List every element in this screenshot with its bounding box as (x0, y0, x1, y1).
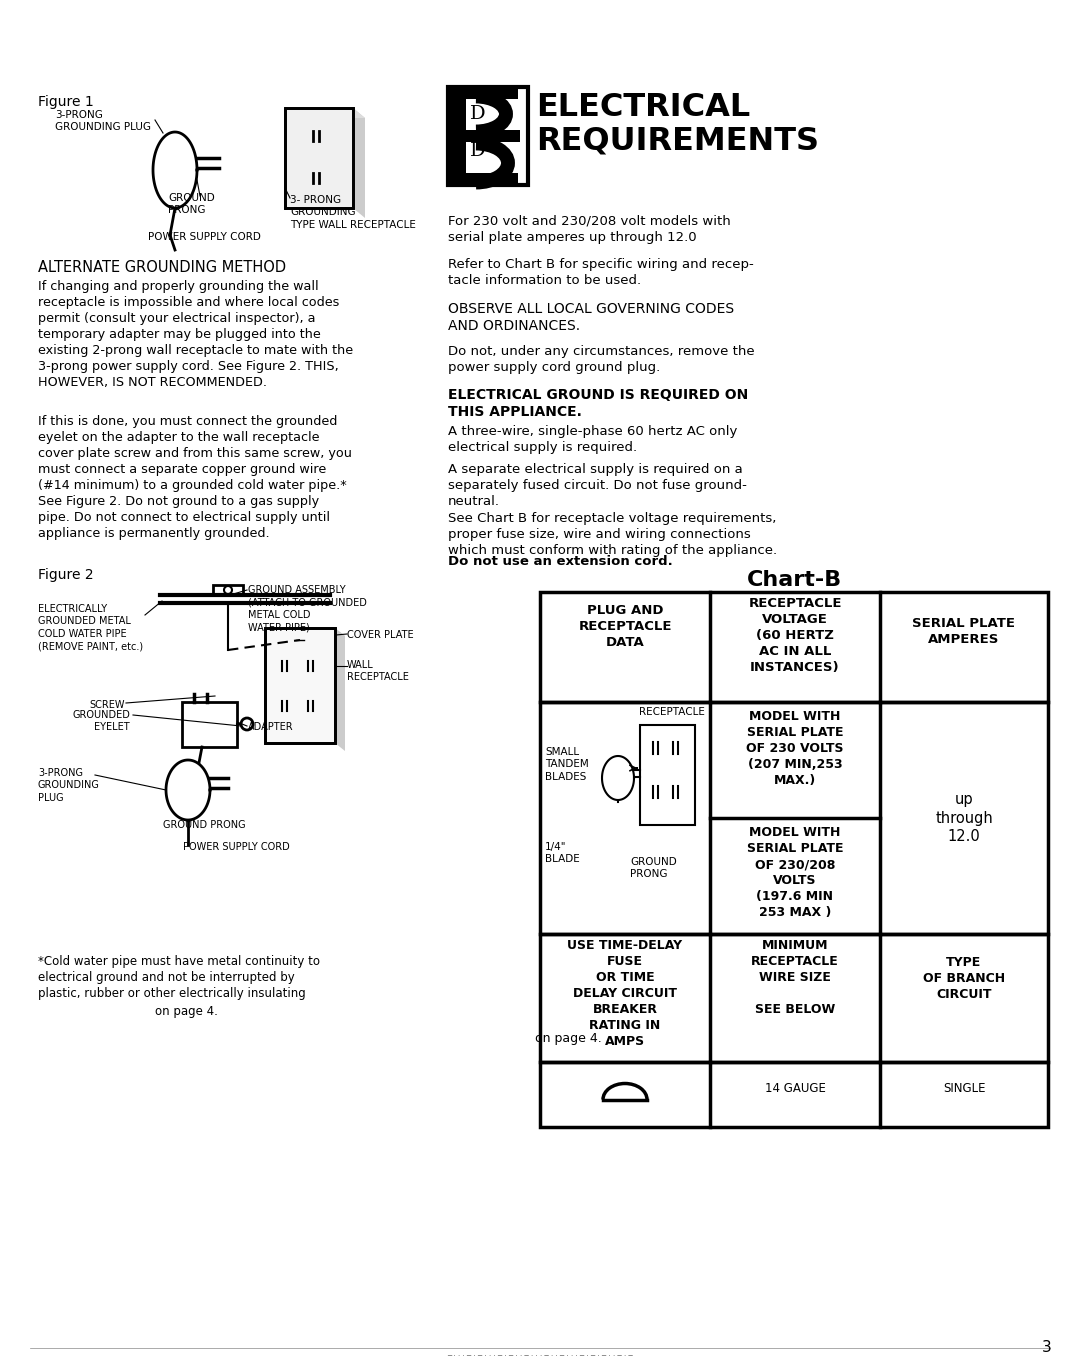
Polygon shape (353, 108, 365, 218)
Text: Do not use an extension cord.: Do not use an extension cord. (448, 555, 673, 568)
Circle shape (665, 765, 671, 772)
Text: PLUG AND
RECEPTACLE
DATA: PLUG AND RECEPTACLE DATA (578, 605, 672, 648)
Text: *Cold water pipe must have metal continuity to
electrical ground and not be inte: *Cold water pipe must have metal continu… (38, 955, 320, 1000)
Text: OBSERVE ALL LOCAL GOVERNING CODES
AND ORDINANCES.: OBSERVE ALL LOCAL GOVERNING CODES AND OR… (448, 302, 734, 334)
Text: RECEPTACLE: RECEPTACLE (639, 707, 705, 717)
Text: POWER SUPPLY CORD: POWER SUPPLY CORD (183, 841, 289, 852)
Bar (448, 88, 465, 185)
Circle shape (318, 134, 321, 138)
Bar (540, 592, 1048, 702)
Bar (448, 88, 518, 98)
Text: RECEPTACLE
VOLTAGE
(60 HERTZ
AC IN ALL
INSTANCES): RECEPTACLE VOLTAGE (60 HERTZ AC IN ALL I… (748, 596, 841, 674)
Bar (540, 934, 1048, 1062)
Bar (183, 702, 237, 747)
Text: SERIAL PLATE
AMPERES: SERIAL PLATE AMPERES (913, 617, 1015, 646)
Text: Do not, under any circumstances, remove the
power supply cord ground plug.: Do not, under any circumstances, remove … (448, 345, 755, 373)
Circle shape (318, 176, 321, 181)
Text: GROUND PRONG: GROUND PRONG (163, 819, 245, 830)
Text: GROUND
PRONG: GROUND PRONG (630, 856, 677, 880)
Text: D: D (470, 142, 486, 160)
Text: SCREW: SCREW (90, 700, 125, 710)
Circle shape (305, 164, 333, 192)
Text: SMALL
TANDEM
BLADES: SMALL TANDEM BLADES (545, 747, 589, 781)
Text: ALTERNATE GROUNDING METHOD: ALTERNATE GROUNDING METHOD (38, 260, 286, 275)
Polygon shape (153, 131, 197, 208)
Polygon shape (166, 761, 210, 819)
Bar (448, 130, 519, 142)
Text: MODEL WITH
SERIAL PLATE
OF 230/208
VOLTS
(197.6 MIN
253 MAX ): MODEL WITH SERIAL PLATE OF 230/208 VOLTS… (746, 826, 843, 919)
Text: ADAPTER: ADAPTER (248, 722, 294, 732)
Text: SINGLE: SINGLE (943, 1082, 985, 1094)
Bar (448, 172, 518, 185)
Text: 1/4"
BLADE: 1/4" BLADE (545, 841, 580, 865)
Text: on page 4.: on page 4. (156, 1005, 218, 1018)
Text: USE TIME-DELAY
FUSE
OR TIME
DELAY CIRCUIT
BREAKER
RATING IN
AMPS: USE TIME-DELAY FUSE OR TIME DELAY CIRCUI… (567, 938, 683, 1048)
Circle shape (647, 781, 669, 803)
Bar (540, 702, 1048, 934)
Text: Figure 2: Figure 2 (38, 568, 94, 581)
Text: WALL
RECEPTACLE: WALL RECEPTACLE (347, 659, 409, 683)
Text: See Chart B for receptacle voltage requirements,
proper fuse size, wire and wiri: See Chart B for receptacle voltage requi… (448, 512, 778, 557)
Polygon shape (285, 108, 365, 118)
Text: 3- PRONG
GROUNDING
TYPE WALL RECEPTACLE: 3- PRONG GROUNDING TYPE WALL RECEPTACLE (291, 196, 416, 230)
Circle shape (647, 737, 669, 759)
Bar (540, 1062, 1048, 1127)
Text: 3: 3 (1042, 1341, 1052, 1354)
Text: POWER SUPPLY CORD: POWER SUPPLY CORD (148, 233, 261, 242)
Text: 3-PRONG
GROUNDING PLUG: 3-PRONG GROUNDING PLUG (55, 109, 151, 133)
Text: MINIMUM
RECEPTACLE
WIRE SIZE

SEE BELOW: MINIMUM RECEPTACLE WIRE SIZE SEE BELOW (751, 938, 839, 1016)
Polygon shape (602, 757, 634, 800)
Circle shape (276, 655, 298, 677)
Text: GROUNDED
EYELET: GROUNDED EYELET (72, 710, 130, 732)
Bar (640, 725, 696, 825)
Text: up
through
12.0: up through 12.0 (935, 792, 993, 844)
Text: TYPE
OF BRANCH
CIRCUIT: TYPE OF BRANCH CIRCUIT (923, 956, 1005, 1001)
Bar (265, 628, 335, 743)
Text: ELECTRICALLY
GROUNDED METAL
COLD WATER PIPE
(REMOVE PAINT, etc.): ELECTRICALLY GROUNDED METAL COLD WATER P… (38, 605, 144, 651)
Text: on page 4.: on page 4. (535, 1031, 602, 1045)
Text: ─ · · · ─ · ─ · · · ─ · ─ · · ─ · · · ─ · · ─ · · · ─ · ─ · ─ · · ─ · ─: ─ · · · ─ · ─ · · · ─ · ─ · · ─ · · · ─ … (447, 1353, 633, 1358)
Text: COVER PLATE: COVER PLATE (347, 631, 414, 640)
Circle shape (302, 695, 324, 717)
Text: D: D (470, 105, 486, 123)
Text: Refer to Chart B for specific wiring and recep-
tacle information to be used.: Refer to Chart B for specific wiring and… (448, 259, 754, 287)
Text: 3-PRONG
GROUNDING
PLUG: 3-PRONG GROUNDING PLUG (38, 767, 99, 803)
Text: MODEL WITH
SERIAL PLATE
OF 230 VOLTS
(207 MIN,253
MAX.): MODEL WITH SERIAL PLATE OF 230 VOLTS (20… (746, 710, 843, 787)
Text: A separate electrical supply is required on a
separately fused circuit. Do not f: A separate electrical supply is required… (448, 462, 747, 508)
Text: If changing and properly grounding the wall
receptacle is impossible and where l: If changing and properly grounding the w… (38, 280, 353, 389)
Circle shape (667, 737, 689, 759)
Text: A three-wire, single-phase 60 hertz AC only
electrical supply is required.: A three-wire, single-phase 60 hertz AC o… (448, 425, 738, 454)
Text: 14 GAUGE: 14 GAUGE (765, 1082, 825, 1094)
Bar (448, 88, 528, 185)
Bar (285, 108, 353, 208)
Bar (265, 628, 335, 743)
Bar (213, 586, 243, 595)
Polygon shape (335, 628, 345, 751)
Text: REQUIREMENTS: REQUIREMENTS (536, 124, 819, 156)
Circle shape (276, 695, 298, 717)
Circle shape (667, 781, 689, 803)
Text: Chart-B: Chart-B (746, 570, 841, 590)
Circle shape (305, 122, 333, 150)
Text: ELECTRICAL GROUND IS REQUIRED ON
THIS APPLIANCE.: ELECTRICAL GROUND IS REQUIRED ON THIS AP… (448, 389, 748, 420)
Text: ELECTRICAL: ELECTRICAL (536, 92, 751, 123)
Circle shape (302, 655, 324, 677)
Text: For 230 volt and 230/208 volt models with
serial plate amperes up through 12.0: For 230 volt and 230/208 volt models wit… (448, 215, 731, 244)
Text: GROUND
PRONG: GROUND PRONG (168, 193, 215, 215)
Polygon shape (265, 628, 345, 636)
Text: If this is done, you must connect the grounded
eyelet on the adapter to the wall: If this is done, you must connect the gr… (38, 415, 352, 540)
Text: Figure 1: Figure 1 (38, 94, 94, 109)
Bar (285, 108, 353, 208)
Text: GROUND ASSEMBLY
(ATTACH TO GROUNDED
METAL COLD
WATER PIPE): GROUND ASSEMBLY (ATTACH TO GROUNDED META… (248, 586, 367, 632)
